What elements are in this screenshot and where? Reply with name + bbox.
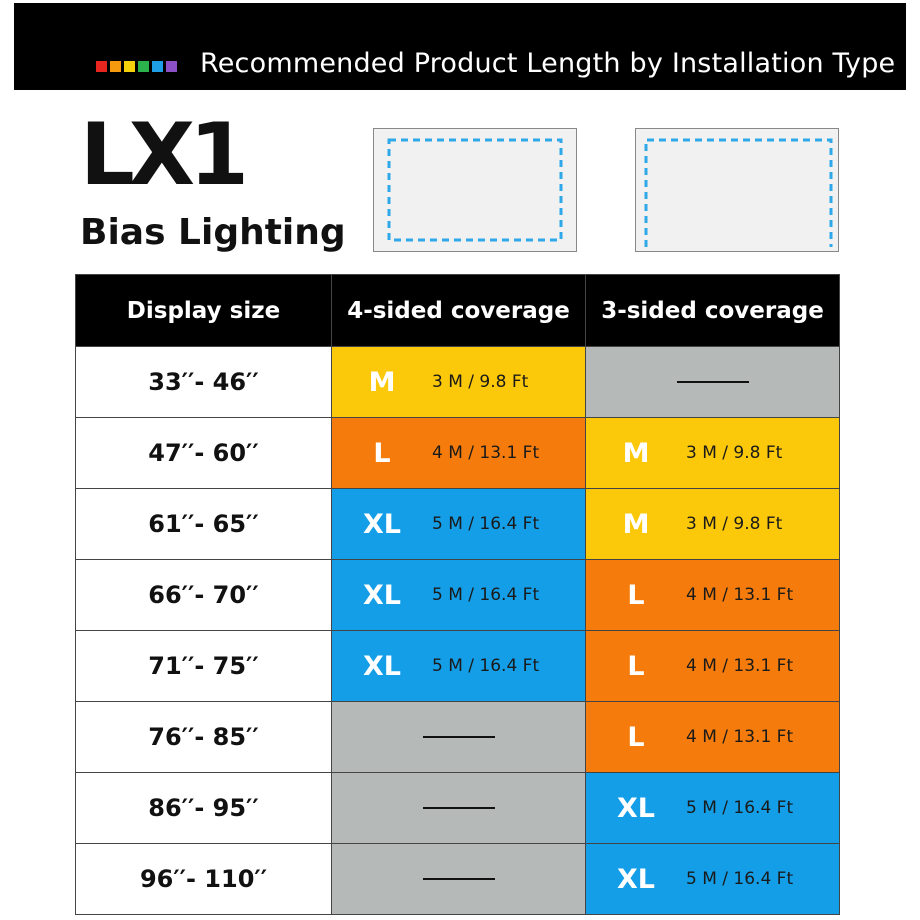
length-value: 5 M / 16.4 Ft [432, 656, 540, 676]
display-size-cell: 61′′- 65′′ [75, 488, 332, 560]
four-sided-cell [331, 701, 586, 773]
size-code: L [627, 650, 645, 682]
four-sided-cell [331, 772, 586, 844]
length-value: 4 M / 13.1 Ft [686, 585, 794, 605]
size-code: M [622, 437, 650, 469]
size-code: XL [362, 579, 402, 611]
table-row: 96′′- 110′′ XL 5 M / 16.4 Ft [75, 843, 840, 915]
size-code: M [368, 366, 396, 398]
table-row: 47′′- 60′′ L 4 M / 13.1 Ft M 3 M / 9.8 Ft [75, 417, 840, 489]
size-code: L [373, 437, 391, 469]
table-header-row: Display size 4-sided coverage 3-sided co… [75, 274, 840, 347]
length-value: 4 M / 13.1 Ft [686, 727, 794, 747]
display-size-cell: 66′′- 70′′ [75, 559, 332, 631]
header-banner: Recommended Product Length by Installati… [14, 3, 906, 90]
size-code: XL [362, 650, 402, 682]
brand-subtitle: Bias Lighting [80, 212, 346, 253]
not-applicable-dash [676, 381, 749, 383]
display-size-cell: 47′′- 60′′ [75, 417, 332, 489]
three-sided-cell [585, 346, 840, 418]
four-sided-cell: XL 5 M / 16.4 Ft [331, 630, 586, 702]
not-applicable-dash [422, 736, 495, 738]
length-value: 4 M / 13.1 Ft [686, 656, 794, 676]
color-squares [96, 61, 177, 72]
diagram-3-sided [635, 128, 839, 252]
color-square [96, 61, 107, 72]
color-square [152, 61, 163, 72]
size-code: L [627, 721, 645, 753]
length-value: 5 M / 16.4 Ft [432, 514, 540, 534]
size-code: XL [616, 792, 656, 824]
three-sided-cell: L 4 M / 13.1 Ft [585, 701, 840, 773]
banner-title: Recommended Product Length by Installati… [200, 48, 896, 79]
display-size-cell: 86′′- 95′′ [75, 772, 332, 844]
three-sided-cell: XL 5 M / 16.4 Ft [585, 843, 840, 915]
three-sided-outline-icon [644, 138, 833, 247]
four-sided-cell: M 3 M / 9.8 Ft [331, 346, 586, 418]
length-value: 5 M / 16.4 Ft [686, 798, 794, 818]
size-code: L [627, 579, 645, 611]
color-square [110, 61, 121, 72]
table-row: 76′′- 85′′ L 4 M / 13.1 Ft [75, 701, 840, 773]
length-value: 3 M / 9.8 Ft [686, 443, 783, 463]
table-row: 61′′- 65′′ XL 5 M / 16.4 Ft M 3 M / 9.8 Ft [75, 488, 840, 560]
length-value: 5 M / 16.4 Ft [432, 585, 540, 605]
color-square [138, 61, 149, 72]
four-sided-outline-icon [387, 138, 563, 242]
table-row: 66′′- 70′′ XL 5 M / 16.4 Ft L 4 M / 13.1 Ft [75, 559, 840, 631]
three-sided-cell: XL 5 M / 16.4 Ft [585, 772, 840, 844]
size-code: XL [362, 508, 402, 540]
table-row: 86′′- 95′′ XL 5 M / 16.4 Ft [75, 772, 840, 844]
display-size-cell: 71′′- 75′′ [75, 630, 332, 702]
three-sided-cell: M 3 M / 9.8 Ft [585, 417, 840, 489]
table-row: 33′′- 46′′ M 3 M / 9.8 Ft [75, 346, 840, 418]
display-size-cell: 33′′- 46′′ [75, 346, 332, 418]
length-value: 4 M / 13.1 Ft [432, 443, 540, 463]
not-applicable-dash [422, 878, 495, 880]
header-4-sided: 4-sided coverage [331, 274, 586, 347]
diagram-4-sided [373, 128, 577, 252]
size-code: M [622, 508, 650, 540]
four-sided-cell: XL 5 M / 16.4 Ft [331, 559, 586, 631]
brand-logo: LX1 [80, 105, 249, 205]
three-sided-cell: M 3 M / 9.8 Ft [585, 488, 840, 560]
length-value: 5 M / 16.4 Ft [686, 869, 794, 889]
color-square [124, 61, 135, 72]
not-applicable-dash [422, 807, 495, 809]
three-sided-cell: L 4 M / 13.1 Ft [585, 630, 840, 702]
four-sided-cell: L 4 M / 13.1 Ft [331, 417, 586, 489]
four-sided-cell: XL 5 M / 16.4 Ft [331, 488, 586, 560]
length-value: 3 M / 9.8 Ft [432, 372, 529, 392]
four-sided-cell [331, 843, 586, 915]
length-table: Display size 4-sided coverage 3-sided co… [75, 274, 840, 915]
length-value: 3 M / 9.8 Ft [686, 514, 783, 534]
header-display-size: Display size [75, 274, 332, 347]
color-square [166, 61, 177, 72]
three-sided-cell: L 4 M / 13.1 Ft [585, 559, 840, 631]
table-row: 71′′- 75′′ XL 5 M / 16.4 Ft L 4 M / 13.1 Ft [75, 630, 840, 702]
display-size-cell: 96′′- 110′′ [75, 843, 332, 915]
display-size-cell: 76′′- 85′′ [75, 701, 332, 773]
header-3-sided: 3-sided coverage [585, 274, 840, 347]
size-code: XL [616, 863, 656, 895]
